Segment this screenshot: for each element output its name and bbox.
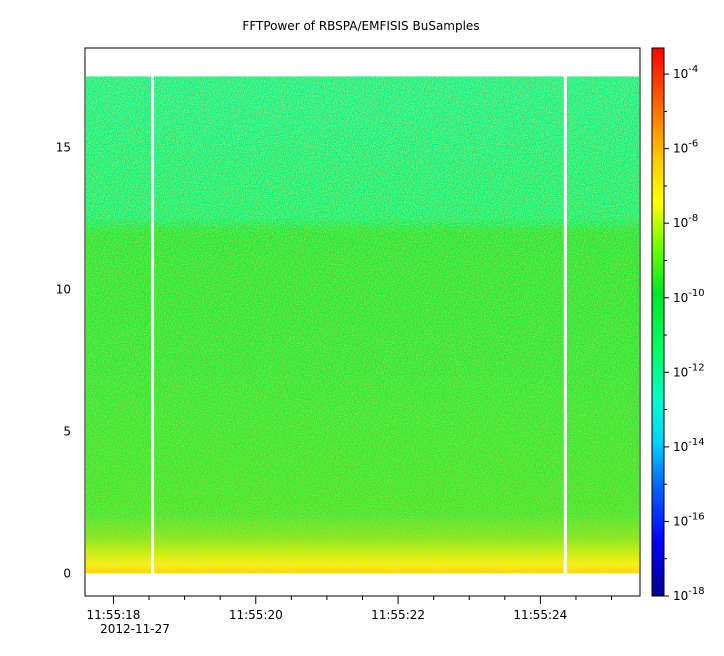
x-tick-label: 11:55:20	[229, 608, 283, 622]
colorbar-axis: 10-4 10-6 10-8 10-10 10-12 10-14 10-16 10-18	[664, 64, 705, 603]
y-tick-label: 15	[56, 140, 71, 154]
x-tick-label: 11:55:18	[87, 608, 141, 622]
colorbar-tick-label: 10-16	[673, 511, 705, 528]
x-tick-label: 11:55:22	[371, 608, 425, 622]
data-gap	[151, 76, 155, 574]
colorbar-tick-label: 10-18	[673, 586, 705, 603]
colorbar-tick-label: 10-4	[673, 64, 698, 81]
y-axis: 0 5 10 15	[56, 140, 71, 580]
x-axis: 11:55:18 11:55:20 11:55:22 11:55:24	[87, 596, 613, 622]
spectrogram-fill	[86, 76, 639, 574]
y-tick-label: 0	[63, 566, 71, 580]
chart-title: FFTPower of RBSPA/EMFISIS BuSamples	[242, 19, 479, 33]
data-gap	[563, 76, 567, 574]
colorbar-tick-label: 10-10	[673, 288, 705, 305]
colorbar-tick-label: 10-14	[673, 437, 705, 454]
spectrogram-data	[86, 76, 639, 574]
colorbar-tick-label: 10-8	[673, 213, 698, 230]
x-tick-label: 11:55:24	[513, 608, 567, 622]
y-tick-label: 10	[56, 282, 71, 296]
x-date-label: 2012-11-27	[100, 622, 170, 636]
colorbar-tick-label: 10-12	[673, 362, 705, 379]
y-tick-label: 5	[63, 424, 71, 438]
colorbar	[651, 47, 665, 597]
colorbar-tick-label: 10-6	[673, 139, 698, 156]
